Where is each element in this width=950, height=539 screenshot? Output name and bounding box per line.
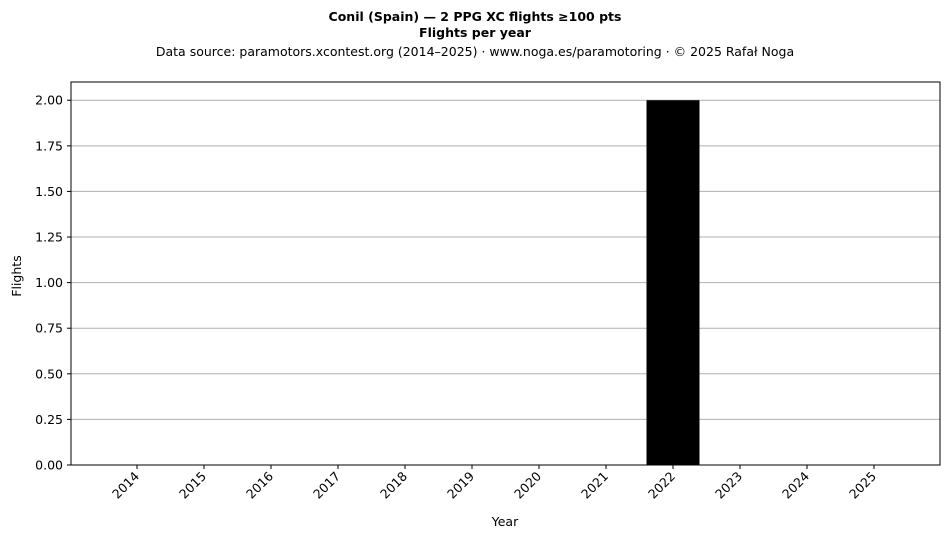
- x-tick-label: 2021: [578, 469, 611, 502]
- y-tick-label: 0.25: [35, 412, 63, 427]
- chart-source-note: Data source: paramotors.xcontest.org (20…: [156, 44, 794, 59]
- y-tick-label: 0.50: [35, 366, 63, 381]
- x-axis: 2014 2015 2016 2017 2018 2019 2020 2021 2022 2023…: [109, 465, 879, 502]
- x-tick-label: 2022: [645, 469, 678, 502]
- x-tick-label: 2014: [109, 468, 142, 501]
- x-tick-label: 2016: [243, 468, 276, 501]
- bar-2022: [646, 100, 700, 465]
- y-tick-label: 1.50: [35, 184, 63, 199]
- bars: [646, 100, 700, 465]
- y-tick-label: 0.00: [35, 458, 63, 473]
- y-tick-label: 2.00: [35, 93, 63, 108]
- y-axis: 0.00 0.25 0.50 0.75 1.00 1.25 1.50 1.75 2.00: [35, 93, 71, 473]
- x-tick-label: 2019: [444, 468, 477, 501]
- x-tick-label: 2025: [846, 469, 879, 502]
- x-tick-label: 2015: [176, 469, 209, 502]
- y-tick-label: 1.75: [35, 138, 63, 153]
- y-tick-label: 1.25: [35, 230, 63, 245]
- x-tick-label: 2020: [511, 468, 544, 501]
- chart-subtitle: Flights per year: [419, 25, 532, 40]
- x-tick-label: 2024: [779, 468, 812, 501]
- y-axis-label: Flights: [9, 255, 24, 296]
- y-tick-label: 0.75: [35, 321, 63, 336]
- gridlines: [71, 99, 940, 466]
- plot-area-frame: [70, 81, 941, 466]
- x-tick-label: 2023: [712, 469, 745, 502]
- x-tick-label: 2018: [377, 468, 410, 501]
- y-tick-label: 1.00: [35, 275, 63, 290]
- x-axis-label: Year: [491, 514, 519, 529]
- x-tick-label: 2017: [310, 469, 343, 502]
- chart-title: Conil (Spain) — 2 PPG XC flights ≥100 pt…: [329, 9, 622, 24]
